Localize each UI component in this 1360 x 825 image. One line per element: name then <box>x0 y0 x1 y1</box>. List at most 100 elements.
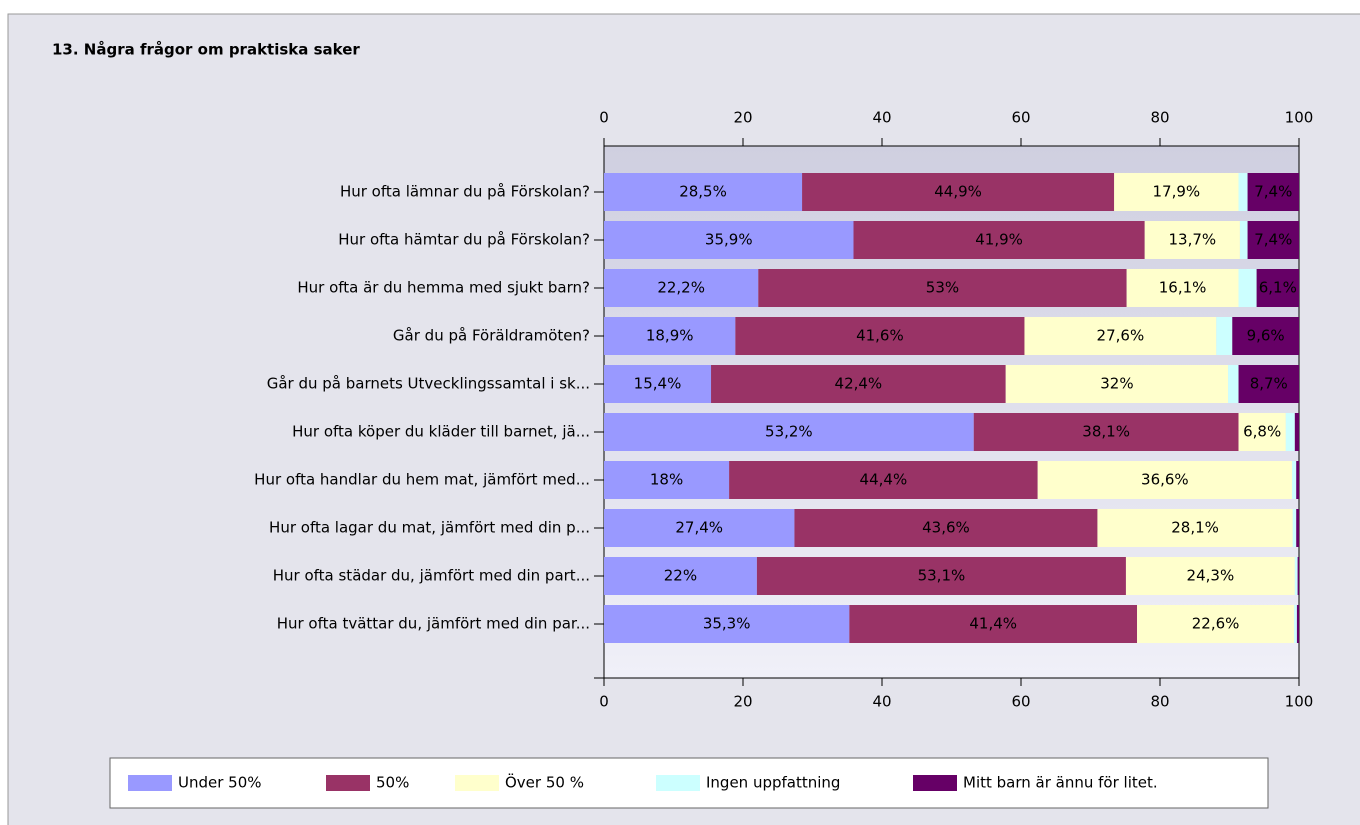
bar-segment <box>853 221 1145 259</box>
data-label: 18,9% <box>646 327 694 345</box>
data-label: 53% <box>926 279 959 297</box>
bar-segment <box>604 557 757 595</box>
bar-segment <box>1296 509 1299 547</box>
bar-segment <box>1216 317 1233 355</box>
x-tick-label: 60 <box>1011 109 1030 127</box>
bar-segment <box>1228 365 1239 403</box>
legend-label: Mitt barn är ännu för litet. <box>963 774 1158 792</box>
bar-segment <box>1232 317 1299 355</box>
data-label: 41,9% <box>975 231 1023 249</box>
bar-segment <box>604 461 730 499</box>
data-label: 13,7% <box>1168 231 1216 249</box>
x-tick-label: 20 <box>733 693 752 711</box>
legend-label: Under 50% <box>178 774 262 792</box>
bar-segment <box>1297 557 1299 595</box>
data-label: 15,4% <box>634 375 682 393</box>
bar-segment <box>729 461 1038 499</box>
legend-swatch <box>656 775 700 791</box>
bar-segment <box>1296 461 1299 499</box>
bar-segment <box>711 365 1006 403</box>
data-label: 9,6% <box>1247 327 1285 345</box>
data-label: 7,4% <box>1254 231 1292 249</box>
bar-segment <box>604 269 759 307</box>
data-label: 16,1% <box>1159 279 1207 297</box>
data-label: 27,6% <box>1097 327 1145 345</box>
x-tick-label: 20 <box>733 109 752 127</box>
y-tick-label: Hur ofta hämtar du på Förskolan? <box>338 231 590 249</box>
y-tick-label: Hur ofta lagar du mat, jämfört med din p… <box>269 519 590 537</box>
data-label: 44,9% <box>934 183 982 201</box>
bar-segment <box>604 221 854 259</box>
bar-segment <box>849 605 1138 643</box>
bar-segment <box>604 605 850 643</box>
bar-segment <box>1238 173 1248 211</box>
data-label: 22,6% <box>1192 615 1240 633</box>
x-tick-label: 80 <box>1150 109 1169 127</box>
x-tick-label: 100 <box>1285 693 1314 711</box>
legend-swatch <box>455 775 499 791</box>
y-tick-label: Hur ofta är du hemma med sjukt barn? <box>297 279 590 297</box>
bar-segment <box>604 509 795 547</box>
legend-label: Ingen uppfattning <box>706 774 840 792</box>
data-label: 44,4% <box>860 471 908 489</box>
bar-segment <box>1296 605 1299 643</box>
data-label: 24,3% <box>1187 567 1235 585</box>
y-tick-label: Hur ofta städar du, jämfört med din part… <box>273 567 590 585</box>
data-label: 35,3% <box>703 615 751 633</box>
data-label: 18% <box>650 471 683 489</box>
x-tick-label: 100 <box>1285 109 1314 127</box>
bar-segment <box>1239 221 1248 259</box>
bar-segment <box>1024 317 1217 355</box>
data-label: 6,1% <box>1259 279 1297 297</box>
bar-segment <box>1247 221 1299 259</box>
data-label: 32% <box>1100 375 1133 393</box>
bar-segment <box>973 413 1239 451</box>
bar-segment <box>1005 365 1229 403</box>
x-tick-label: 80 <box>1150 693 1169 711</box>
data-label: 42,4% <box>835 375 883 393</box>
bar-segment <box>735 317 1025 355</box>
bar-segment <box>604 413 974 451</box>
bar-segment <box>1285 413 1295 451</box>
y-tick-label: Går du på barnets Utvecklingssamtal i sk… <box>267 375 590 393</box>
bar-segment <box>1238 365 1299 403</box>
data-label: 41,6% <box>856 327 904 345</box>
bar-segment <box>1294 605 1297 643</box>
bar-segment <box>1292 461 1297 499</box>
legend-swatch <box>913 775 957 791</box>
y-tick-label: Hur ofta handlar du hem mat, jämfört med… <box>254 471 590 489</box>
y-tick-label: Går du på Föräldramöten? <box>393 327 590 345</box>
bar-segment <box>1294 413 1299 451</box>
bar-segment <box>756 557 1126 595</box>
legend-label: 50% <box>376 774 409 792</box>
bar-segment <box>794 509 1098 547</box>
bar-segment <box>604 173 803 211</box>
data-label: 43,6% <box>922 519 970 537</box>
bar-segment <box>1125 557 1295 595</box>
y-tick-label: Hur ofta lämnar du på Förskolan? <box>340 183 590 201</box>
data-label: 41,4% <box>969 615 1017 633</box>
bar-segment <box>758 269 1127 307</box>
bar-segment <box>1137 605 1295 643</box>
data-label: 53,2% <box>765 423 813 441</box>
chart-title: 13. Några frågor om praktiska saker <box>52 41 360 59</box>
bar-segment <box>1114 173 1239 211</box>
bar-segment <box>1126 269 1239 307</box>
bar-segment <box>1238 269 1257 307</box>
bar-segment <box>1294 557 1298 595</box>
data-label: 22% <box>664 567 697 585</box>
bar-segment <box>1144 221 1240 259</box>
bar-segment <box>1292 509 1297 547</box>
data-label: 28,1% <box>1171 519 1219 537</box>
y-tick-label: Hur ofta tvättar du, jämfört med din par… <box>277 615 590 633</box>
bar-segment <box>1238 413 1286 451</box>
data-label: 27,4% <box>675 519 723 537</box>
data-label: 36,6% <box>1141 471 1189 489</box>
x-tick-label: 40 <box>872 693 891 711</box>
bar-segment <box>604 365 712 403</box>
bar-segment <box>1037 461 1293 499</box>
x-tick-label: 0 <box>599 693 609 711</box>
x-tick-label: 0 <box>599 109 609 127</box>
